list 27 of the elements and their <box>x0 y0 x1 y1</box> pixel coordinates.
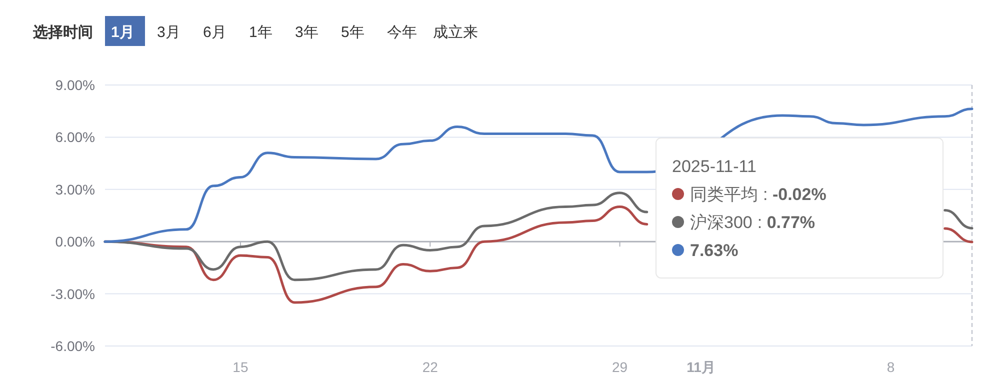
text: 3年 <box>295 24 318 41</box>
x-tick-label: 22 <box>422 359 438 375</box>
y-tick-label: -3.00% <box>50 286 95 302</box>
text: 3月 <box>157 24 180 41</box>
x-tick-label: 11月 <box>686 359 716 375</box>
text: 选择时间 <box>32 24 93 41</box>
y-tick-label: 3.00% <box>55 181 95 198</box>
y-tick-label: 0.00% <box>55 234 95 250</box>
text: 今年 <box>387 24 417 41</box>
text: 1月 <box>111 24 134 41</box>
annotation: : -0.02% <box>763 185 826 204</box>
annotation: : 0.77% <box>757 213 816 232</box>
annotation: 7.63% <box>690 241 738 260</box>
annotation: 2025-11-11 <box>672 157 756 176</box>
text: 6月 <box>203 24 226 41</box>
text: 成立来 <box>433 24 478 41</box>
x-tick-label: 15 <box>232 359 248 375</box>
text: 5年 <box>341 24 364 41</box>
y-tick-label: 6.00% <box>55 129 95 146</box>
y-tick-label: -6.00% <box>50 338 95 354</box>
legend-label: 同类平均 <box>690 185 758 204</box>
legend-label: 沪深300 <box>690 213 752 232</box>
x-tick-label: 8 <box>886 359 895 375</box>
text: 1年 <box>249 24 272 41</box>
line-series <box>104 108 974 243</box>
x-tick-label: 29 <box>612 359 628 375</box>
y-tick-label: 9.00% <box>55 77 95 93</box>
